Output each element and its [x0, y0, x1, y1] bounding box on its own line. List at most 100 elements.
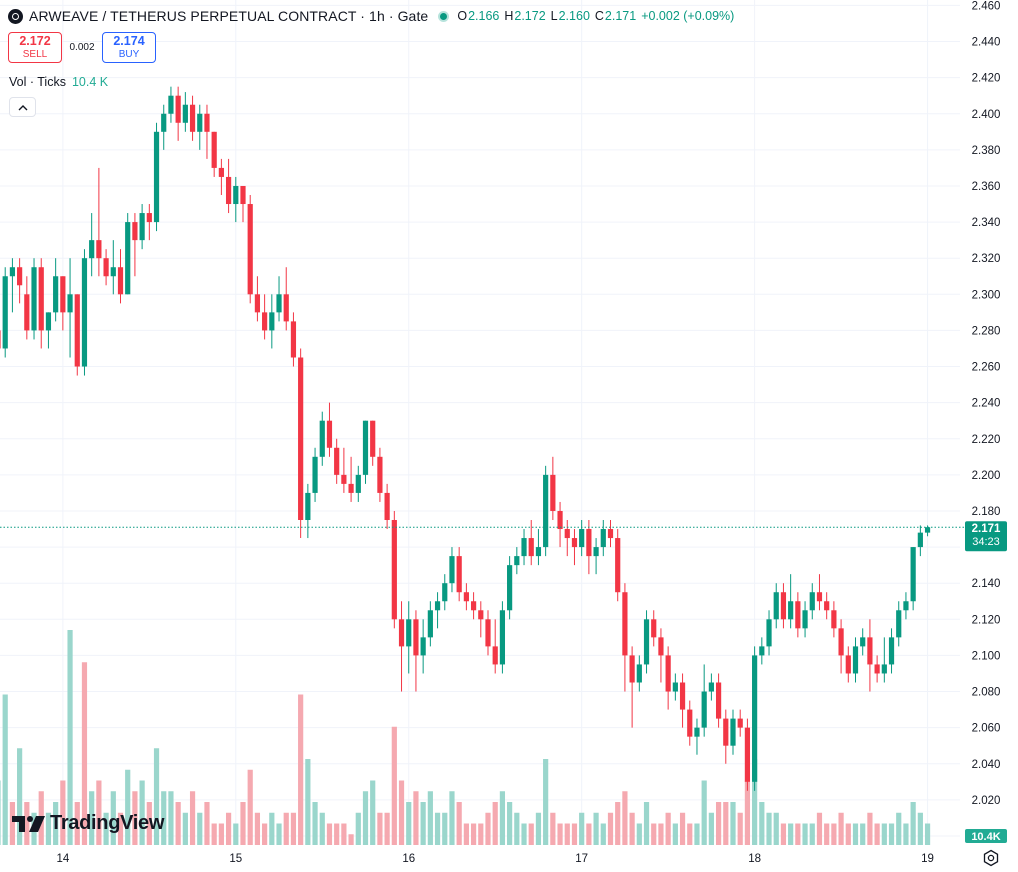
candle — [153, 122, 160, 232]
candle-body — [463, 592, 469, 602]
volume-bar — [788, 823, 794, 845]
candle — [103, 249, 109, 286]
candle-body — [240, 185, 246, 205]
volume-bar — [809, 823, 815, 845]
candle — [362, 420, 369, 484]
volume-bar — [463, 823, 469, 845]
candle — [60, 276, 66, 331]
volume-bar — [802, 823, 808, 845]
price-tick-label: 2.240 — [972, 398, 1001, 410]
volume-bar — [852, 823, 859, 845]
volume-legend[interactable]: Vol · Ticks 10.4 K — [9, 75, 108, 89]
candle — [658, 628, 664, 683]
candle — [831, 601, 837, 638]
candle — [283, 267, 289, 331]
candle-body — [665, 655, 671, 692]
price-tick-label: 2.040 — [972, 759, 1001, 771]
candle-body — [103, 258, 109, 277]
collapse-legend-button[interactable] — [9, 97, 36, 117]
candle-body — [824, 601, 830, 611]
market-open-dot-icon[interactable] — [438, 10, 450, 22]
volume-bar — [888, 823, 895, 845]
volume-bar — [413, 791, 419, 845]
candle-body — [17, 267, 23, 286]
candle — [535, 529, 542, 566]
volume-bar — [622, 791, 628, 845]
volume-bar — [391, 726, 397, 845]
candle-body — [153, 131, 160, 223]
candle-body — [276, 294, 282, 313]
sell-button[interactable]: 2.172 SELL — [8, 32, 62, 63]
volume-bar — [600, 823, 606, 845]
volume-bar — [298, 694, 304, 845]
candle — [881, 637, 887, 683]
candle — [326, 402, 333, 457]
volume-bar — [384, 812, 390, 845]
price-tick-label: 2.320 — [972, 253, 1001, 265]
candle — [175, 86, 181, 141]
volume-bar — [679, 812, 686, 845]
candle-body — [658, 637, 664, 656]
candle-body — [579, 529, 585, 548]
gear-icon[interactable] — [982, 849, 1000, 867]
price-tick-label: 2.300 — [972, 289, 1001, 301]
candle-body — [636, 664, 642, 683]
volume-bar — [564, 823, 570, 845]
volume-bar — [233, 823, 239, 845]
volume-bar — [117, 812, 124, 845]
volume-bar — [74, 802, 80, 845]
candle-body — [478, 610, 484, 620]
buy-button[interactable]: 2.174 BUY — [102, 32, 156, 63]
time-axis[interactable]: 14151617181920 — [56, 853, 1018, 865]
candle-body — [269, 312, 275, 331]
candle — [708, 673, 714, 701]
candle — [168, 86, 174, 123]
volume-bar — [449, 791, 455, 845]
candle — [17, 258, 23, 304]
volume-bar — [521, 823, 527, 845]
candle-body — [197, 113, 203, 132]
candle-body — [780, 592, 787, 620]
candle — [110, 240, 116, 295]
volume-bar — [348, 834, 354, 845]
candle-body — [168, 95, 174, 114]
time-tick-label: 19 — [921, 853, 934, 865]
candle — [651, 610, 657, 647]
candle-body — [910, 547, 916, 602]
candle — [74, 294, 80, 376]
symbol-title[interactable]: ARWEAVE / TETHERUS PERPETUAL CONTRACT · … — [29, 8, 429, 24]
tradingview-logo-icon — [12, 815, 45, 832]
volume-bar — [470, 823, 477, 845]
buy-price: 2.174 — [113, 33, 145, 48]
chevron-up-icon — [18, 104, 27, 110]
volume-bar — [917, 812, 923, 845]
candle-body — [254, 294, 261, 313]
tradingview-brand[interactable]: TradingView — [12, 812, 164, 835]
price-axis[interactable]: 2.460 2.440 2.420 2.400 2.380 2.360 2.340 2.320… — [972, 0, 1001, 843]
candle-body — [622, 592, 628, 656]
candle — [334, 438, 340, 484]
volume-bar — [262, 823, 268, 845]
candle-body — [442, 583, 448, 602]
candle — [117, 249, 124, 304]
candle — [600, 520, 606, 557]
candle — [838, 619, 844, 674]
volume-bar — [168, 791, 174, 845]
candle — [860, 628, 866, 656]
high-key: H — [504, 9, 514, 23]
volume-bar — [780, 823, 787, 845]
candle — [182, 92, 188, 132]
candle — [514, 547, 520, 575]
volume-bar — [845, 823, 851, 845]
volume-value-text: 10.4K — [971, 831, 1000, 843]
symbol-header[interactable]: ARWEAVE / TETHERUS PERPETUAL CONTRACT · … — [8, 6, 739, 26]
volume-bar — [45, 812, 52, 845]
candle — [571, 529, 578, 566]
volume-value-label: 10.4K — [965, 829, 1007, 843]
candle-body — [629, 655, 635, 683]
candle — [442, 574, 448, 611]
bar-countdown: 34:23 — [972, 536, 1000, 548]
candle-body — [485, 619, 491, 647]
price-tick-label: 2.140 — [972, 578, 1001, 590]
